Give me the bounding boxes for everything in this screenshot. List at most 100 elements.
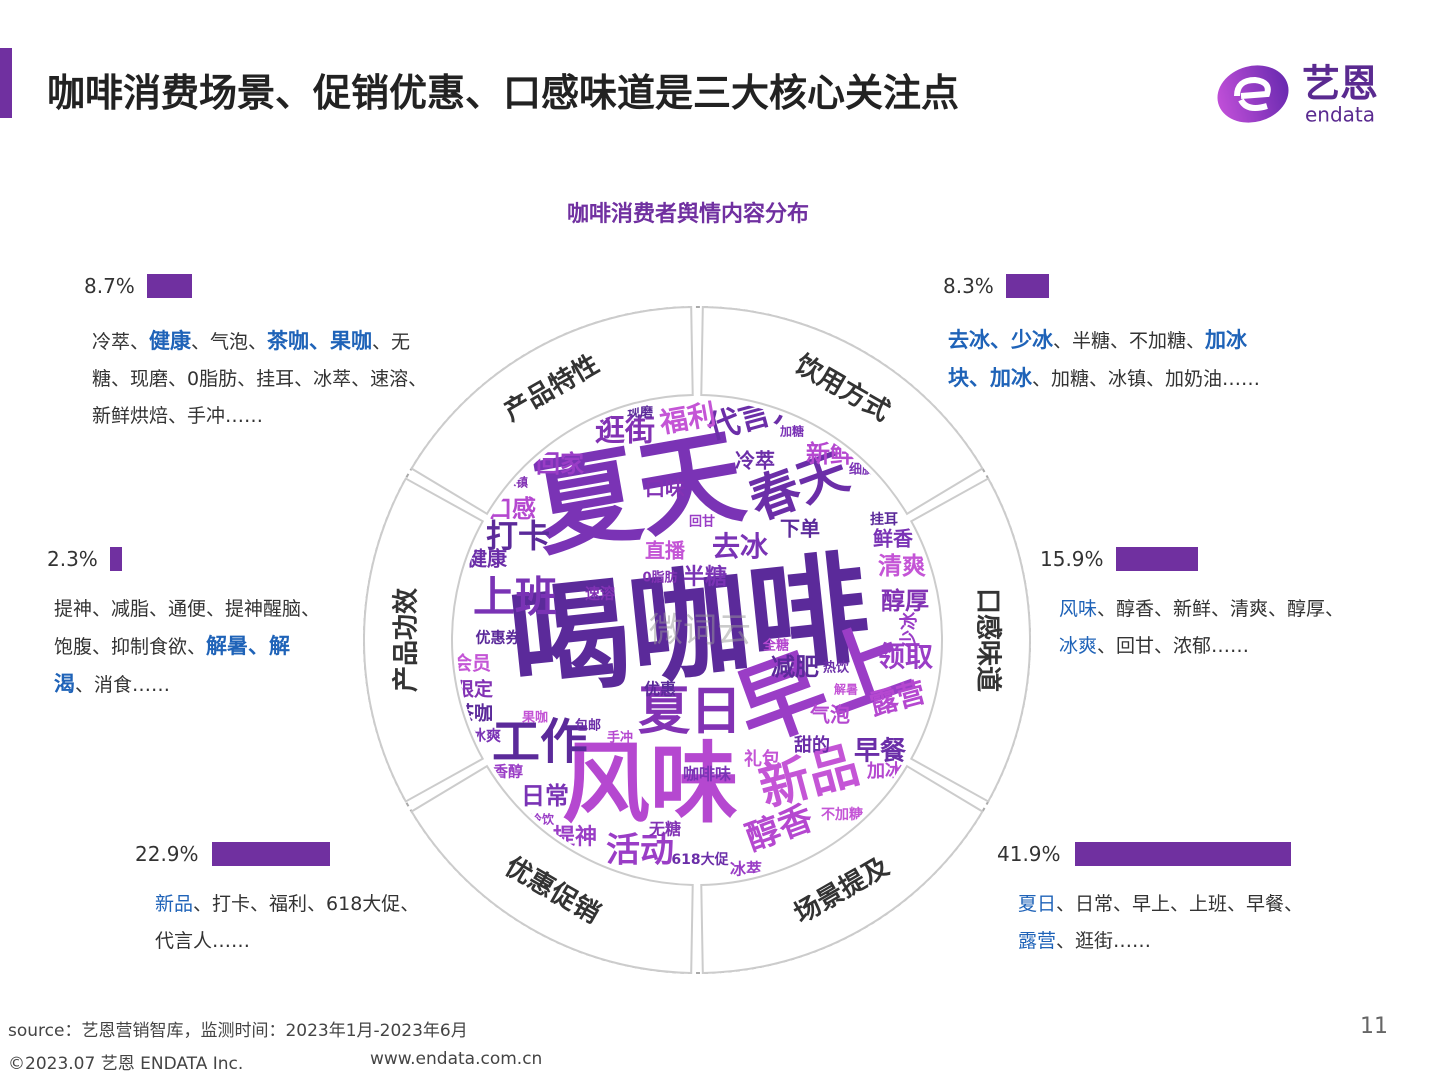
cloud-word: 鲜香 bbox=[873, 527, 914, 551]
cloud-word: 手冲 bbox=[607, 730, 633, 746]
ring-segment bbox=[363, 477, 485, 803]
cloud-word: 清爽 bbox=[878, 552, 926, 580]
bar bbox=[1006, 274, 1049, 298]
bar bbox=[110, 547, 122, 571]
cloud-word: 优惠 bbox=[644, 680, 676, 699]
keywords: 冷萃、健康、气泡、茶咖、果咖、无糖、现磨、0脂肪、挂耳、冰萃、速溶、新鲜烘焙、手… bbox=[92, 323, 437, 435]
value-label: 15.9% bbox=[1040, 547, 1104, 571]
logo-sub: endata bbox=[1305, 103, 1375, 127]
cloud-word: 香醇 bbox=[493, 763, 523, 781]
cloud-word: 会员 bbox=[453, 652, 491, 675]
keyword-run: 去冰、少冰 bbox=[948, 328, 1053, 352]
cloud-word: 冰爽 bbox=[471, 727, 501, 745]
cloud-word: 速溶 bbox=[585, 585, 615, 603]
keyword-run: 、无糖、现磨、0脂肪、挂耳、冰萃、速溶、新鲜烘焙、手冲…… bbox=[92, 331, 428, 427]
cloud-word: 甜的 bbox=[794, 734, 830, 756]
ring-segment bbox=[700, 764, 984, 974]
cloud-word: 夏日 bbox=[638, 682, 742, 742]
cloud-word: 热饮 bbox=[823, 660, 850, 676]
cloud-word: 优惠券 bbox=[475, 629, 521, 647]
keyword-run: 露营 bbox=[1018, 930, 1057, 952]
value-label: 2.3% bbox=[47, 547, 98, 571]
cloud-word: 无糖 bbox=[648, 820, 681, 839]
keywords: 去冰、少冰、半糖、不加糖、加冰块、加冰、加糖、冰镇、加奶油…… bbox=[948, 322, 1288, 398]
copyright: ©2023.07 艺恩 ENDATA Inc. bbox=[8, 1054, 244, 1074]
ring-segment bbox=[410, 306, 694, 516]
keywords: 新品、打卡、福利、618大促、代言人…… bbox=[155, 886, 430, 960]
keyword-run: 加冰块、加冰 bbox=[948, 328, 1248, 390]
cloud-word: 挂耳 bbox=[870, 511, 898, 528]
ring-segment bbox=[410, 764, 694, 974]
accent-bar bbox=[0, 48, 12, 118]
cloud-word: 回家 bbox=[536, 450, 584, 478]
keyword-run: 提神、减脂、通便、提神醒脑、饱腹、抑制食欲、 bbox=[54, 598, 321, 658]
cloud-word: 减肥 bbox=[771, 653, 819, 681]
cloud-word: 醇厚 bbox=[881, 587, 929, 615]
cloud-word: 半糖 bbox=[683, 564, 727, 590]
keyword-run: 茶咖、果咖 bbox=[267, 329, 373, 353]
page-number: 11 bbox=[1360, 1014, 1388, 1039]
keyword-run: 冰爽 bbox=[1059, 635, 1098, 657]
bar bbox=[1075, 842, 1291, 866]
cloud-word: 加糖 bbox=[779, 424, 804, 439]
cloud-word: 下单 bbox=[780, 517, 820, 541]
cloud-word: 口味 bbox=[645, 477, 685, 501]
cloud-word: 早餐 bbox=[854, 737, 907, 767]
keyword-run: 、加糖、冰镇、加奶油…… bbox=[1032, 368, 1261, 390]
bar bbox=[1116, 547, 1198, 571]
value-label: 8.3% bbox=[943, 274, 994, 298]
value-label: 41.9% bbox=[997, 842, 1061, 866]
cloud-word: 冰萃 bbox=[730, 860, 762, 879]
value-label: 22.9% bbox=[135, 842, 199, 866]
keywords: 风味、醇香、新鲜、清爽、醇厚、冰爽、回甘、浓郁…… bbox=[1059, 591, 1359, 665]
keyword-run: 、气泡、 bbox=[191, 331, 268, 353]
keywords: 夏日、日常、早上、上班、早餐、露营、逛街…… bbox=[1018, 886, 1318, 960]
cloud-word: 工作 bbox=[492, 714, 588, 770]
ring-segment bbox=[909, 477, 1031, 803]
cloud-word: 限定 bbox=[455, 678, 493, 701]
ring-segment bbox=[700, 306, 984, 516]
keyword-run: 、打卡、福利、618大促、代言人…… bbox=[155, 893, 420, 952]
cloud-word: 日常 bbox=[521, 782, 569, 810]
cloud-word: 包邮 bbox=[575, 718, 601, 734]
title: 咖啡消费场景、促销优惠、口感味道是三大核心关注点 bbox=[47, 71, 960, 115]
cloud-word: 醇香 bbox=[741, 798, 819, 859]
keyword-run: 、消食…… bbox=[75, 674, 171, 696]
cloud-word: 0脂肪 bbox=[642, 570, 677, 586]
cloud-word: 全糖 bbox=[762, 638, 789, 654]
cloud-word: 冷萃 bbox=[735, 449, 775, 473]
watermark: 微词云 bbox=[649, 611, 751, 651]
cloud-word: 回甘 bbox=[689, 514, 715, 530]
source: source：艺恩营销智库，监测时间：2023年1月-2023年6月 bbox=[8, 1021, 468, 1041]
keyword-run: 、回甘、浓郁…… bbox=[1097, 635, 1250, 657]
segment-label: 产品功效 bbox=[391, 588, 422, 692]
cloud-word: 领取 bbox=[877, 640, 933, 673]
cloud-word: 健康 bbox=[467, 547, 508, 571]
cloud-word: 打卡 bbox=[486, 517, 550, 555]
keyword-run: 解暑、解渴 bbox=[54, 634, 291, 696]
keywords: 提神、减脂、通便、提神醒脑、饱腹、抑制食欲、解暑、解渴、消食…… bbox=[54, 591, 329, 704]
value-label: 8.7% bbox=[84, 274, 135, 298]
cloud-word: 气泡 bbox=[809, 703, 850, 727]
logo-name: 艺恩 bbox=[1302, 62, 1378, 106]
keyword-run: 风味 bbox=[1059, 598, 1098, 620]
cloud-word: 果咖 bbox=[521, 710, 548, 726]
keyword-run: 新品 bbox=[155, 893, 194, 915]
cloud-word: 现磨 bbox=[627, 405, 653, 421]
keyword-run: 冷萃、 bbox=[92, 331, 150, 353]
cloud-word: 礼包 bbox=[744, 748, 780, 770]
cloud-word: 逛街 bbox=[595, 414, 655, 449]
cloud-word: 不加糖 bbox=[821, 806, 863, 823]
logo: 艺恩 endata bbox=[1217, 62, 1378, 127]
cloud-word: 解暑 bbox=[834, 682, 858, 697]
cloud-word: 咖啡味 bbox=[683, 765, 731, 784]
website: www.endata.com.cn bbox=[370, 1049, 543, 1069]
logo-e bbox=[1234, 76, 1271, 111]
segment-label: 口感味道 bbox=[973, 588, 1004, 692]
cloud-word: 618大促 bbox=[671, 851, 729, 868]
subtitle: 咖啡消费者舆情内容分布 bbox=[566, 202, 809, 227]
bar bbox=[147, 274, 192, 298]
